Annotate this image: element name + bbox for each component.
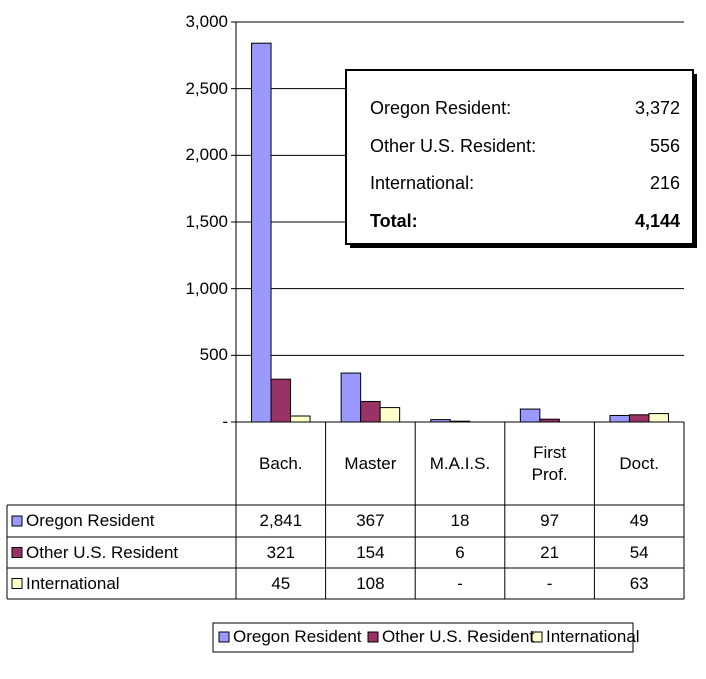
row-label: Other U.S. Resident [26,542,179,562]
table-value: 108 [356,573,385,593]
table-value: 367 [356,511,385,530]
bar [648,413,669,423]
bar [340,372,362,423]
table-value: - [546,573,553,593]
annotation-label: International: [370,173,475,193]
bar [251,42,272,423]
y-tick-label: 1,000 [185,278,228,298]
legend-label: International [546,627,640,646]
legend-key [11,547,23,558]
legend-key [218,631,230,643]
legend-key [11,515,23,527]
legend-key [531,631,543,643]
row-label: International [26,573,120,593]
annotation-value: 3,372 [634,98,680,118]
table-value: 45 [271,573,291,593]
table-value: 49 [629,511,649,530]
table-value: 154 [356,542,385,562]
y-tick-label: 2,000 [185,145,228,165]
table-value: - [457,573,463,593]
legend-box [212,622,634,653]
x-tick-label: Bach. [259,453,303,473]
legend-key [367,631,379,643]
x-tick-label: Doct. [619,453,660,473]
bar [379,407,401,423]
table-value: 54 [629,542,649,562]
annotation-value: 4,144 [634,210,680,231]
table-value: 6 [455,542,465,562]
table-value: 2,841 [259,511,303,530]
annotation-label: Total: [370,210,418,231]
bar [519,408,541,423]
bar [360,400,381,423]
annotation-label: Other U.S. Resident: [370,135,537,156]
table-value: 18 [450,511,470,530]
annotation-label: Oregon Resident: [370,98,512,118]
annotation-value: 216 [649,173,680,193]
y-tick-label: 2,500 [185,78,228,98]
row-label: Oregon Resident [26,511,155,530]
table-value: 321 [266,542,295,562]
y-tick-label: 500 [199,345,228,365]
table-value: 21 [540,542,560,562]
annotation-box [345,69,694,245]
table-value: 97 [540,511,560,530]
annotation-value: 556 [649,135,680,156]
legend-label: Oregon Resident [233,627,362,646]
x-tick-label: Master [344,453,397,473]
bar [628,414,650,423]
legend-key [11,578,23,589]
legend-label: Other U.S. Resident [382,627,535,646]
y-tick-label: 3,000 [185,12,228,31]
table-value: 63 [629,573,649,593]
x-tick-label: First Prof. [531,442,568,484]
x-tick-label: M.A.I.S. [429,453,491,473]
y-tick-label: 1,500 [185,212,228,231]
bar [270,378,292,423]
y-tick-label: - [222,412,228,431]
